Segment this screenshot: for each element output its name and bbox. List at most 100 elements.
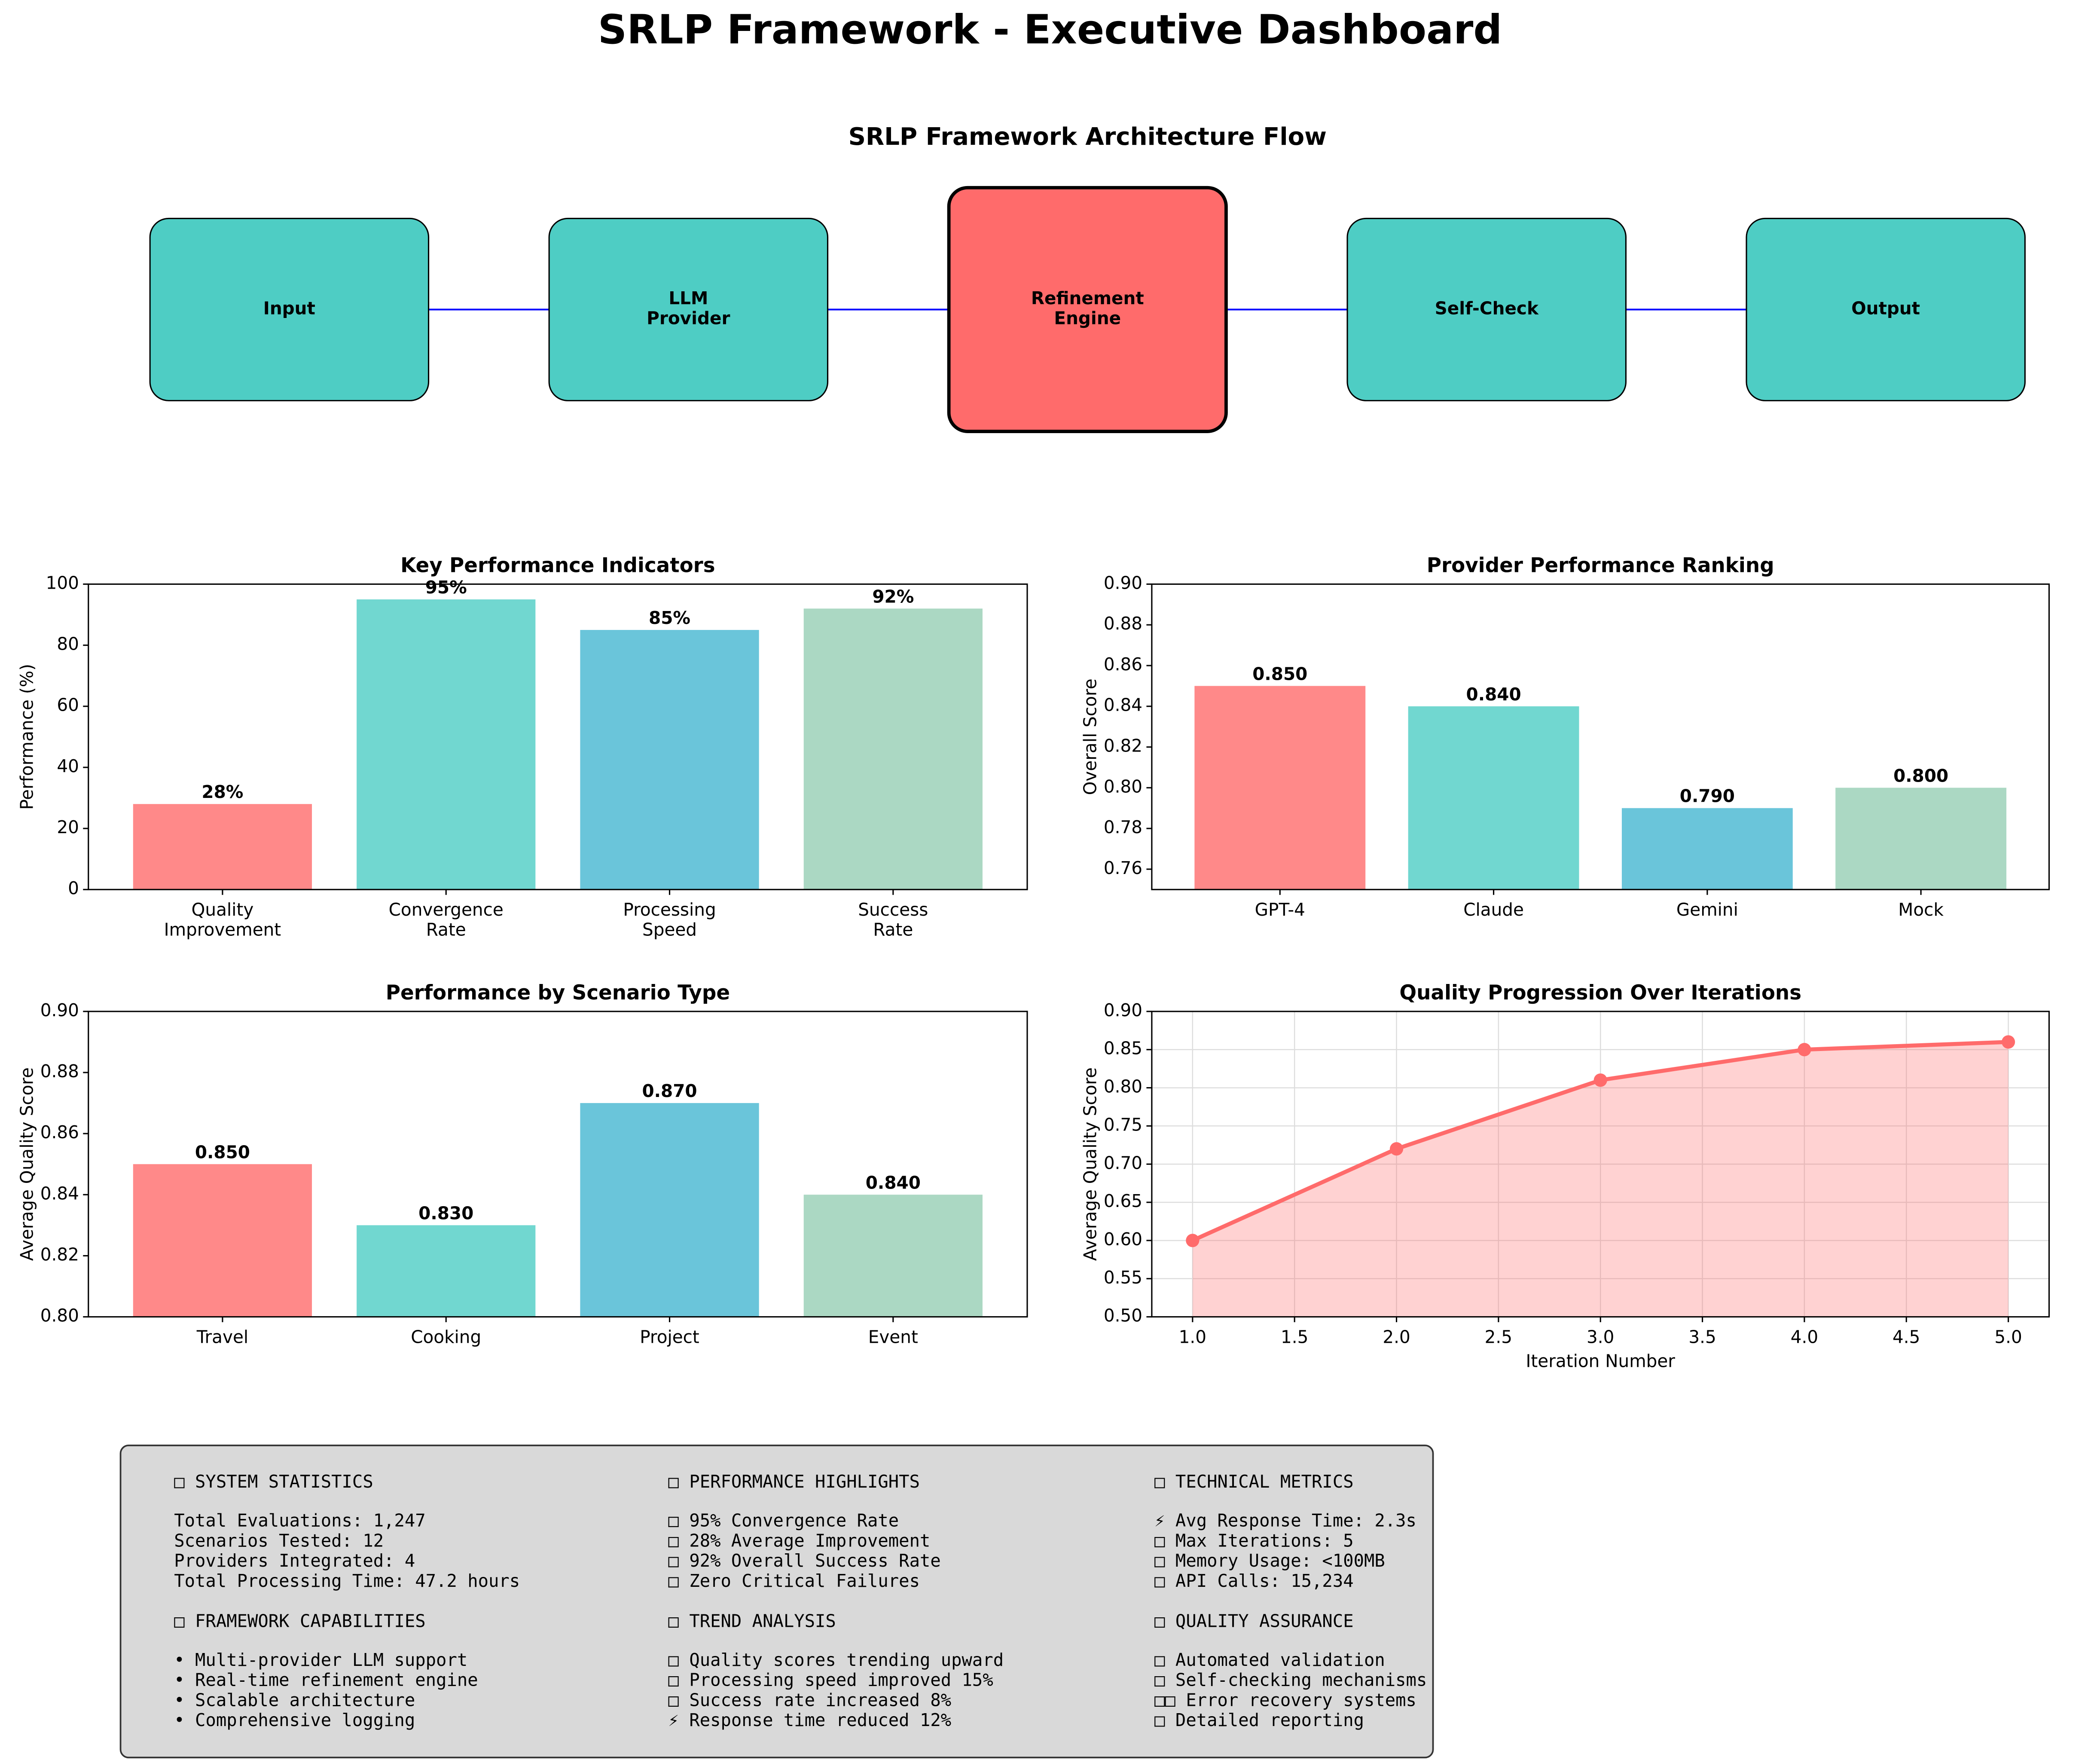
x-tick-label: Cooking: [411, 1327, 481, 1347]
y-tick-label: 0.50: [1104, 1305, 1142, 1326]
x-tick-label: 4.0: [1791, 1327, 1818, 1347]
y-tick-label: 0.80: [1104, 1076, 1142, 1097]
plot-frame: [1151, 1011, 2050, 1318]
stats-heading: □ TECHNICAL METRICS: [1154, 1471, 1353, 1492]
y-tick-label: 0.82: [1104, 736, 1142, 756]
bar: [133, 1164, 312, 1317]
stats-line: • Comprehensive logging: [174, 1710, 415, 1730]
value-label: 0.850: [1252, 663, 1307, 684]
y-tick-label: 100: [46, 572, 79, 593]
x-tick-label: 1.0: [1179, 1327, 1206, 1347]
flow-node: [1346, 217, 1627, 401]
x-tick-label: 3.5: [1688, 1327, 1716, 1347]
y-tick-label: 0.76: [1104, 858, 1142, 878]
flow-node-label: Output: [1851, 298, 1920, 318]
stats-line: □ Quality scores trending upward: [668, 1650, 1004, 1670]
stats-heading: □ SYSTEM STATISTICS: [174, 1471, 373, 1492]
y-tick-label: 0.88: [1104, 613, 1142, 634]
plot-frame: [88, 583, 1028, 890]
bar: [1194, 686, 1366, 890]
stats-line: □ Detailed reporting: [1154, 1710, 1364, 1730]
flow-node: [947, 186, 1228, 433]
bar: [1835, 788, 2007, 890]
y-tick-label: 0.65: [1104, 1191, 1142, 1211]
y-tick-label: 0: [68, 878, 79, 898]
flow-node: [149, 217, 430, 401]
stats-line: Total Processing Time: 47.2 hours: [174, 1571, 520, 1591]
stats-line: Scenarios Tested: 12: [174, 1530, 384, 1551]
x-tick-label: 1.5: [1281, 1327, 1308, 1347]
value-label: 28%: [201, 782, 243, 802]
point: [1186, 1234, 1200, 1247]
stats-heading: □ PERFORMANCE HIGHLIGHTS: [668, 1471, 920, 1492]
stats-line: □ Automated validation: [1154, 1650, 1385, 1670]
stats-heading: □ QUALITY ASSURANCE: [1154, 1610, 1353, 1631]
x-tick-label: Success Rate: [858, 899, 928, 940]
x-tick-label: Project: [640, 1327, 699, 1347]
y-tick-label: 0.86: [1104, 654, 1142, 675]
point: [1389, 1142, 1404, 1156]
value-label: 0.870: [642, 1081, 697, 1101]
point: [2002, 1035, 2015, 1049]
value-label: 0.840: [866, 1172, 921, 1193]
y-tick-label: 0.88: [40, 1061, 79, 1082]
y-axis-label: Performance (%): [16, 664, 37, 810]
flow-node: [548, 217, 829, 401]
value-label: 0.790: [1680, 786, 1735, 807]
stats-line: □ 92% Overall Success Rate: [668, 1550, 941, 1571]
point: [1593, 1073, 1607, 1087]
stats-line: □□ Error recovery systems: [1154, 1690, 1416, 1710]
bar: [357, 1225, 536, 1317]
value-label: 92%: [872, 586, 914, 607]
area: [1192, 1042, 2008, 1317]
x-tick-label: GPT-4: [1255, 899, 1305, 920]
stats-line: □ 95% Convergence Rate: [668, 1510, 899, 1531]
bar: [1621, 808, 1793, 890]
x-tick-label: Processing Speed: [623, 899, 716, 940]
y-axis-label: Average Quality Score: [16, 1067, 37, 1261]
y-tick-label: 40: [57, 756, 79, 776]
bar: [803, 1195, 983, 1317]
stats-line: □ 28% Average Improvement: [668, 1530, 931, 1551]
y-tick-label: 0.82: [40, 1244, 79, 1265]
y-tick-label: 0.84: [40, 1183, 79, 1204]
stats-line: Total Evaluations: 1,247: [174, 1510, 425, 1531]
bar: [1408, 706, 1579, 890]
bar: [357, 599, 536, 890]
x-tick-label: 2.0: [1383, 1327, 1410, 1347]
stats-line: ⚡ Response time reduced 12%: [668, 1710, 952, 1730]
plot-frame: [1151, 583, 2050, 890]
chart-title: Provider Performance Ranking: [1427, 554, 1774, 577]
y-tick-label: 0.85: [1104, 1038, 1142, 1059]
value-label: 0.840: [1466, 684, 1521, 705]
y-tick-label: 0.75: [1104, 1114, 1142, 1135]
stats-line: Providers Integrated: 4: [174, 1550, 415, 1571]
x-tick-label: 2.5: [1485, 1327, 1512, 1347]
y-tick-label: 0.80: [1104, 776, 1142, 797]
flow-node: [1746, 217, 2026, 401]
value-label: 95%: [425, 577, 467, 598]
x-tick-label: 3.0: [1587, 1327, 1614, 1347]
bar: [803, 608, 983, 890]
value-label: 0.830: [418, 1203, 473, 1223]
stats-line: □ Success rate increased 8%: [668, 1690, 952, 1710]
chart-title: Key Performance Indicators: [400, 554, 715, 577]
point: [1798, 1043, 1811, 1057]
y-axis-label: Overall Score: [1080, 678, 1101, 795]
dashboard-title: SRLP Framework - Executive Dashboard: [598, 6, 1502, 53]
y-tick-label: 80: [57, 634, 79, 654]
x-tick-label: Convergence Rate: [389, 899, 504, 940]
bar: [580, 630, 759, 890]
stats-line: • Real-time refinement engine: [174, 1670, 478, 1690]
stats-line: □ Memory Usage: <100MB: [1154, 1550, 1385, 1571]
bar: [580, 1103, 759, 1317]
stats-line: • Multi-provider LLM support: [174, 1650, 467, 1670]
value-label: 0.800: [1893, 765, 1948, 786]
flow-node-label: Refinement Engine: [1031, 288, 1144, 329]
stats-line: ⚡ Avg Response Time: 2.3s: [1154, 1510, 1416, 1531]
y-tick-label: 0.90: [1104, 572, 1142, 593]
y-tick-label: 0.78: [1104, 817, 1142, 837]
value-label: 0.850: [195, 1142, 250, 1162]
x-tick-label: Event: [868, 1327, 918, 1347]
